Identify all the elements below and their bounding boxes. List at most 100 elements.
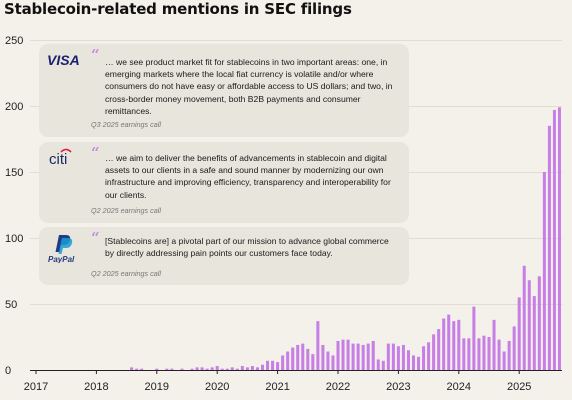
y-tick-label: 0: [5, 365, 11, 377]
bar: [401, 344, 405, 370]
y-tick-label: 250: [5, 35, 23, 47]
bar: [230, 367, 234, 370]
bar: [281, 355, 285, 370]
x-tick-label: 2022: [326, 381, 350, 393]
bar: [376, 359, 380, 370]
quote-source-visa: Q3 2025 earnings call: [91, 120, 161, 129]
bar: [557, 107, 561, 370]
quote-text-visa: … we see product market fit for stableco…: [105, 57, 393, 116]
quote-card-citi: citi “ … we aim to deliver the benefits …: [39, 142, 409, 223]
x-tick-label: 2017: [24, 381, 48, 393]
bar: [130, 367, 134, 370]
bar: [165, 368, 169, 370]
bar: [215, 366, 219, 370]
bar: [361, 344, 365, 370]
bar: [462, 338, 466, 370]
y-tick-label: 200: [5, 101, 23, 113]
visa-logo: VISA: [47, 52, 80, 68]
bar: [381, 360, 385, 370]
bar: [346, 339, 350, 370]
bar: [427, 342, 431, 370]
bar: [542, 172, 546, 370]
chart-title: Stablecoin-related mentions in SEC filin…: [4, 0, 352, 18]
bar: [140, 368, 144, 370]
bar: [406, 350, 410, 370]
bar: [306, 348, 310, 370]
bar: [371, 340, 375, 370]
bar: [155, 368, 159, 370]
quote-text-paypal: [Stablecoins are] a pivotal part of our …: [105, 236, 389, 259]
bar: [356, 343, 360, 370]
bar: [170, 368, 174, 370]
bar: [195, 367, 199, 370]
bar: [386, 343, 390, 370]
bar: [200, 367, 204, 370]
bar: [477, 338, 481, 370]
paypal-logo-text: PayPal: [48, 255, 75, 263]
bar: [296, 344, 300, 370]
x-tick-label: 2023: [386, 381, 410, 393]
x-tick-label: 2019: [145, 381, 169, 393]
quote-card-visa: VISA “ … we see product market fit for s…: [39, 44, 409, 137]
bar: [447, 314, 451, 370]
bar: [220, 368, 224, 370]
bar: [301, 343, 305, 370]
bar: [467, 338, 471, 370]
bar: [276, 362, 280, 370]
bar: [432, 334, 436, 370]
bar: [250, 366, 254, 370]
bar: [512, 326, 516, 370]
bar: [180, 368, 184, 370]
bar: [527, 280, 531, 370]
x-tick-label: 2024: [447, 381, 471, 393]
bar: [457, 319, 461, 370]
quote-card-paypal: PayPal “ [Stablecoins are] a pivotal par…: [39, 227, 409, 285]
bar: [225, 368, 229, 370]
x-tick-label: 2025: [507, 381, 531, 393]
y-axis-ticks: 0 50 100 150 200 250: [5, 35, 23, 377]
bar: [341, 339, 345, 370]
bar: [492, 319, 496, 370]
y-tick-label: 50: [5, 299, 17, 311]
bar: [522, 265, 526, 370]
bar: [487, 337, 491, 370]
bar: [396, 346, 400, 370]
bar: [422, 346, 426, 370]
paypal-logo: PayPal: [48, 235, 75, 263]
bar: [417, 356, 421, 370]
bar: [497, 339, 501, 370]
visa-logo-text: VISA: [47, 52, 80, 68]
bar: [266, 360, 270, 370]
citi-logo: citi: [49, 148, 72, 168]
quote-source-paypal: Q2 2025 earnings call: [91, 269, 161, 278]
bar: [391, 343, 395, 370]
bar: [517, 297, 521, 370]
bar: [286, 351, 290, 370]
bar: [442, 318, 446, 370]
x-tick-label: 2020: [205, 381, 229, 393]
quote-mark-icon: “: [91, 229, 100, 247]
bar: [210, 367, 214, 370]
bar: [255, 367, 259, 370]
bar: [331, 355, 335, 370]
bar: [336, 340, 340, 370]
quote-mark-icon: “: [91, 46, 100, 64]
bar: [547, 125, 551, 370]
bar: [240, 366, 244, 370]
bar: [260, 364, 265, 370]
bar: [245, 367, 249, 370]
x-tick-label: 2018: [84, 381, 108, 393]
bar: [326, 351, 330, 370]
y-tick-label: 150: [5, 167, 23, 179]
bar: [316, 321, 320, 370]
bar: [482, 335, 486, 370]
bar: [507, 340, 511, 370]
bar: [366, 343, 370, 370]
x-axis-ticks: 2017 2018 2019 2020 2021 2022 2023 2024 2025: [24, 370, 531, 393]
quote-text-citi: … we aim to deliver the benefits of adva…: [105, 153, 391, 200]
bar: [271, 360, 275, 370]
bar: [321, 344, 325, 370]
quote-mark-icon: “: [91, 144, 100, 162]
bar: [190, 368, 194, 370]
bar: [437, 329, 441, 370]
